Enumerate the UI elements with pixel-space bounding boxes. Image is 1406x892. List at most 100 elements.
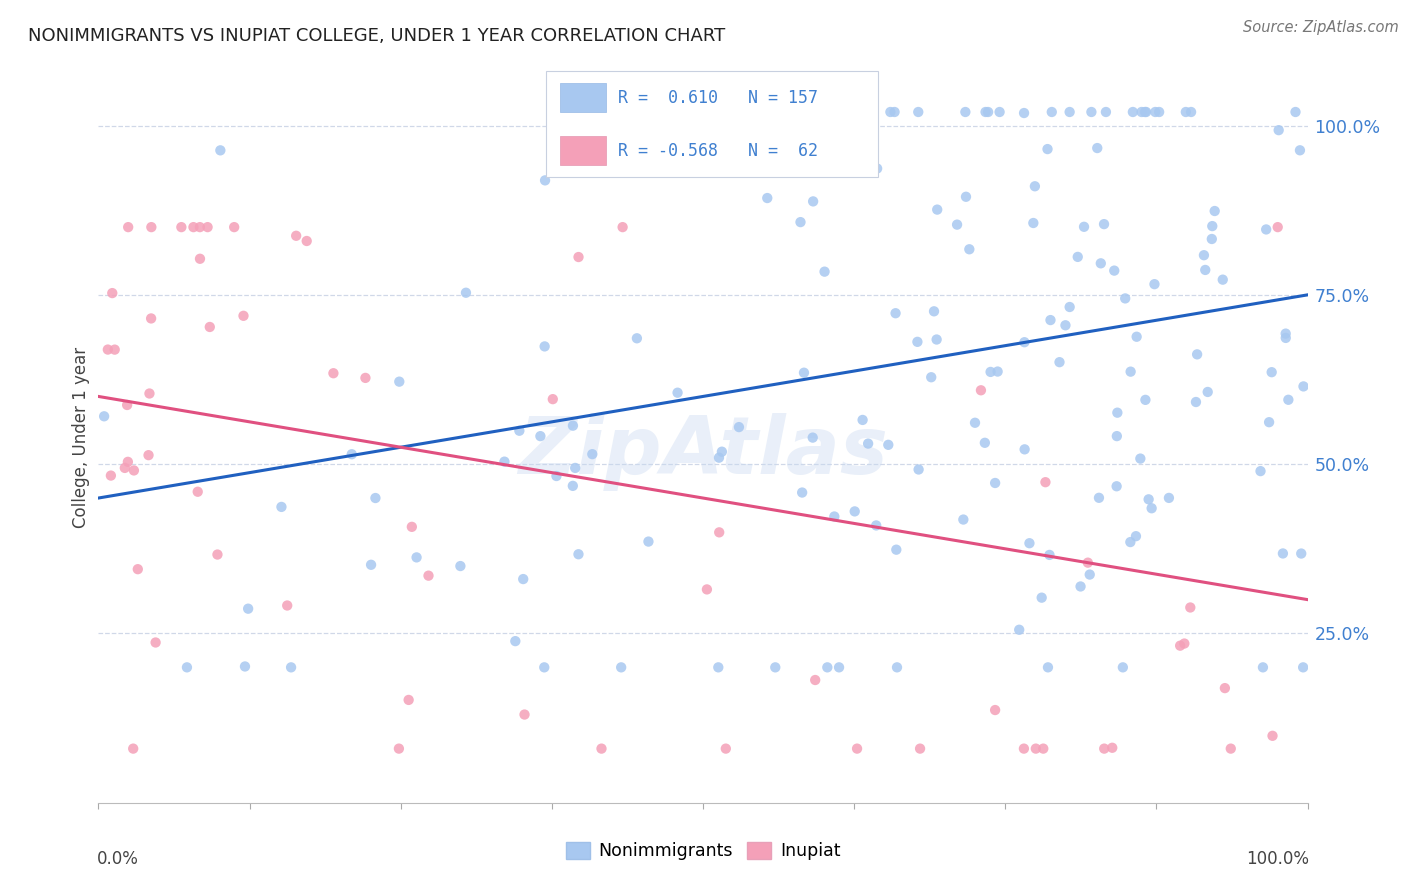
- Point: [709, 525, 731, 540]
- Text: ZipAtlas: ZipAtlas: [517, 413, 889, 491]
- Point: [513, 707, 536, 722]
- Point: [276, 599, 298, 613]
- Point: [1035, 475, 1057, 490]
- Point: [141, 220, 163, 235]
- Point: [728, 420, 751, 434]
- Point: [1194, 263, 1216, 277]
- Point: [1289, 547, 1312, 561]
- Point: [977, 105, 1000, 120]
- Point: [1204, 204, 1226, 219]
- Point: [905, 334, 928, 349]
- Point: [879, 105, 901, 120]
- Point: [1274, 331, 1296, 345]
- Point: [1144, 105, 1167, 120]
- Point: [1025, 741, 1047, 756]
- Point: [1143, 277, 1166, 292]
- Point: [270, 500, 292, 514]
- Point: [93, 409, 115, 424]
- Point: [1040, 105, 1063, 120]
- Point: [188, 252, 211, 266]
- Point: [127, 562, 149, 576]
- Point: [789, 215, 811, 229]
- Point: [927, 202, 949, 217]
- Point: [907, 105, 929, 120]
- Point: [1105, 429, 1128, 443]
- Text: R = -0.568   N =  62: R = -0.568 N = 62: [619, 142, 818, 160]
- Point: [1277, 392, 1299, 407]
- Point: [561, 418, 583, 433]
- Point: [955, 190, 977, 204]
- Point: [1059, 300, 1081, 314]
- Point: [1135, 105, 1157, 120]
- Text: R =  0.610   N = 157: R = 0.610 N = 157: [619, 89, 818, 107]
- Point: [529, 429, 551, 443]
- Point: [1125, 529, 1147, 543]
- FancyBboxPatch shape: [561, 136, 606, 166]
- Point: [567, 250, 589, 264]
- Point: [1271, 546, 1294, 560]
- Point: [946, 218, 969, 232]
- Point: [804, 673, 827, 687]
- Point: [97, 343, 120, 357]
- Point: [187, 484, 209, 499]
- Point: [541, 392, 564, 406]
- Point: [1080, 105, 1102, 120]
- Point: [884, 306, 907, 320]
- Point: [388, 741, 411, 756]
- Point: [707, 660, 730, 674]
- Point: [1036, 660, 1059, 674]
- Point: [883, 105, 905, 120]
- Point: [988, 105, 1011, 120]
- Point: [1284, 105, 1306, 120]
- Point: [772, 105, 794, 120]
- Point: [793, 366, 815, 380]
- Point: [1085, 141, 1108, 155]
- Point: [823, 509, 845, 524]
- Point: [884, 542, 907, 557]
- Point: [1135, 392, 1157, 407]
- Point: [1125, 330, 1147, 344]
- Point: [957, 242, 980, 256]
- Point: [1250, 464, 1272, 478]
- Point: [1213, 681, 1236, 695]
- Point: [1059, 105, 1081, 120]
- Point: [1185, 395, 1208, 409]
- Point: [1140, 501, 1163, 516]
- Point: [1212, 273, 1234, 287]
- Point: [1173, 636, 1195, 650]
- Point: [1192, 248, 1215, 262]
- Point: [1137, 492, 1160, 507]
- Point: [561, 479, 583, 493]
- Point: [122, 463, 145, 477]
- Point: [117, 455, 139, 469]
- Point: [637, 534, 659, 549]
- Point: [533, 339, 555, 353]
- Point: [852, 413, 875, 427]
- Point: [1185, 347, 1208, 361]
- Point: [1008, 623, 1031, 637]
- FancyBboxPatch shape: [546, 71, 879, 178]
- Point: [1024, 179, 1046, 194]
- Point: [825, 127, 848, 141]
- Point: [1251, 660, 1274, 674]
- Point: [1014, 335, 1036, 350]
- Point: [1256, 222, 1278, 236]
- Point: [815, 660, 838, 674]
- Point: [209, 144, 232, 158]
- FancyBboxPatch shape: [561, 83, 606, 112]
- Y-axis label: College, Under 1 year: College, Under 1 year: [72, 346, 90, 528]
- Point: [974, 105, 997, 120]
- Point: [696, 582, 718, 597]
- Point: [104, 343, 127, 357]
- Point: [508, 424, 530, 438]
- Point: [1092, 217, 1115, 231]
- Point: [233, 659, 256, 673]
- Point: [1054, 318, 1077, 333]
- Point: [401, 520, 423, 534]
- Point: [1130, 105, 1153, 120]
- Point: [1119, 365, 1142, 379]
- Point: [1038, 548, 1060, 562]
- Point: [280, 660, 302, 674]
- Point: [114, 461, 136, 475]
- Point: [388, 375, 411, 389]
